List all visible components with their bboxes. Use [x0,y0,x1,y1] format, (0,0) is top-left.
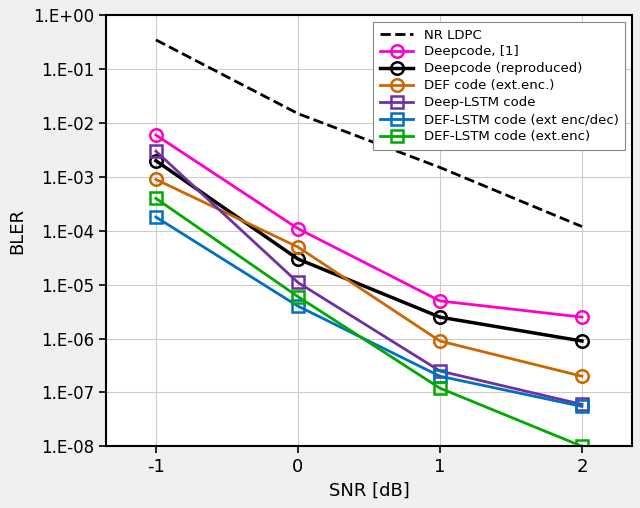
Deepcode, [1] [578,314,586,320]
DEF code (ext.enc.) [578,373,586,379]
Deep-LSTM code [578,401,586,407]
NR LDPC [436,165,444,171]
Line: Deepcode, [1]: Deepcode, [1] [150,129,588,324]
Line: NR LDPC: NR LDPC [156,40,582,227]
Deepcode, [1] [436,298,444,304]
DEF-LSTM code (ext.enc) [294,294,302,300]
Line: Deep-LSTM code: Deep-LSTM code [150,145,588,410]
Deep-LSTM code [152,148,160,154]
DEF-LSTM code (ext enc/dec) [152,214,160,220]
DEF-LSTM code (ext enc/dec) [578,403,586,409]
Y-axis label: BLER: BLER [8,208,26,254]
Line: DEF code (ext.enc.): DEF code (ext.enc.) [150,173,588,383]
X-axis label: SNR [dB]: SNR [dB] [328,482,410,500]
DEF code (ext.enc.) [152,176,160,182]
Line: Deepcode (reproduced): Deepcode (reproduced) [150,154,588,347]
NR LDPC [294,111,302,117]
Deepcode, [1] [152,132,160,138]
Deepcode (reproduced) [436,314,444,320]
Line: DEF-LSTM code (ext.enc): DEF-LSTM code (ext.enc) [150,192,588,453]
DEF code (ext.enc.) [436,338,444,344]
Deepcode, [1] [294,226,302,232]
Deepcode (reproduced) [152,157,160,164]
DEF-LSTM code (ext.enc) [152,196,160,202]
DEF code (ext.enc.) [294,244,302,250]
DEF-LSTM code (ext enc/dec) [436,373,444,379]
NR LDPC [152,37,160,43]
Deepcode (reproduced) [294,256,302,262]
DEF-LSTM code (ext.enc) [578,443,586,450]
NR LDPC [578,224,586,230]
Deepcode (reproduced) [578,338,586,344]
Legend: NR LDPC, Deepcode, [1], Deepcode (reproduced), DEF code (ext.enc.), Deep-LSTM co: NR LDPC, Deepcode, [1], Deepcode (reprod… [374,22,625,150]
DEF-LSTM code (ext enc/dec) [294,303,302,309]
Line: DEF-LSTM code (ext enc/dec): DEF-LSTM code (ext enc/dec) [150,211,588,412]
DEF-LSTM code (ext.enc) [436,385,444,391]
Deep-LSTM code [294,279,302,285]
Deep-LSTM code [436,368,444,374]
